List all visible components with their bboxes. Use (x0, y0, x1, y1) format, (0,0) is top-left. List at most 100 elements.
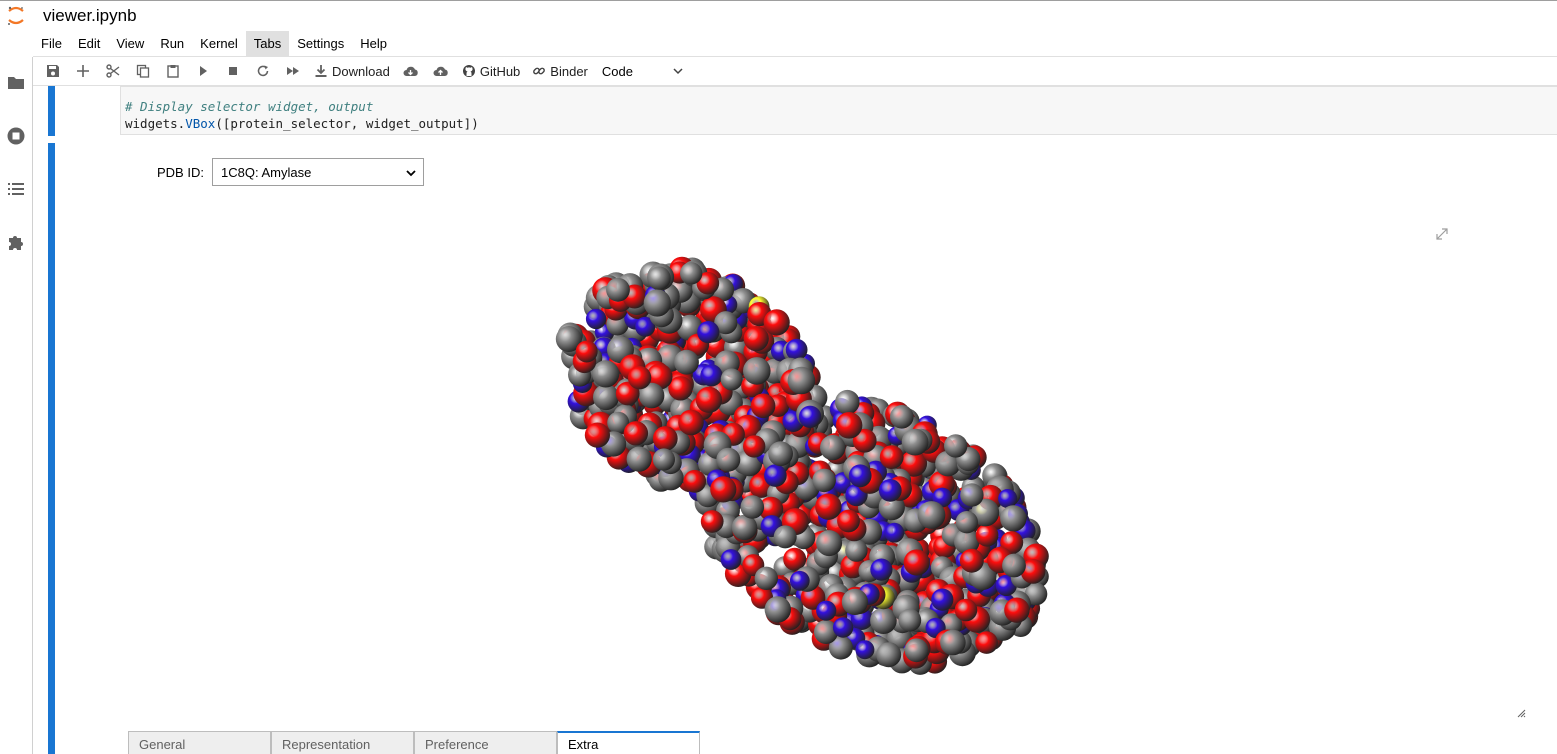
atom-sphere (678, 409, 704, 436)
atom-sphere (585, 308, 607, 330)
cut-button[interactable] (98, 59, 128, 83)
menu-tabs[interactable]: Tabs (245, 30, 290, 57)
cell-collapser-output[interactable] (48, 143, 55, 754)
atom-sphere (848, 464, 872, 488)
cloud-upload-button[interactable] (426, 59, 456, 83)
atom-sphere (954, 528, 980, 555)
menu-settings[interactable]: Settings (297, 35, 345, 51)
atom-sphere (876, 642, 902, 668)
atom-sphere (960, 483, 984, 507)
atom-sphere (898, 608, 922, 632)
atom-sphere (828, 635, 853, 660)
atom-sphere (555, 326, 582, 352)
pdb-id-select[interactable]: 1C8Q: Amylase (212, 158, 424, 186)
save-button[interactable] (38, 59, 68, 83)
code-cell-editor[interactable]: # Display selector widget, output widget… (120, 86, 1557, 135)
cell-collapser-code[interactable] (48, 86, 55, 136)
atom-sphere (940, 629, 966, 656)
atom-sphere (700, 510, 724, 533)
download-label: Download (332, 63, 390, 79)
atom-sphere (998, 489, 1018, 509)
folder-icon[interactable] (6, 73, 26, 93)
atom-sphere (954, 598, 978, 622)
fast-forward-icon (287, 67, 299, 75)
atom-sphere (695, 386, 722, 413)
atom-sphere (879, 445, 904, 469)
github-button[interactable]: GitHub (456, 59, 526, 83)
atom-sphere (750, 393, 776, 419)
download-button[interactable]: Download (308, 59, 396, 83)
atom-sphere (852, 428, 877, 453)
atom-sphere (674, 349, 699, 375)
atom-sphere (855, 640, 875, 660)
tab-preference[interactable]: Preference (414, 731, 557, 754)
atom-sphere (743, 435, 766, 458)
atom-sphere (959, 548, 984, 573)
tab-extra[interactable]: Extra (557, 731, 700, 754)
menu-file[interactable]: File (41, 35, 62, 51)
cell-type-value: Code (601, 63, 633, 79)
running-icon[interactable] (6, 126, 26, 146)
binder-label: Binder (550, 63, 588, 79)
chevron-down-icon (673, 68, 683, 75)
atom-sphere (955, 511, 978, 534)
atom-sphere (975, 631, 998, 654)
atom-sphere (720, 368, 743, 391)
atom-sphere (647, 266, 671, 290)
notebook-toolbar: Download GitHub Binder Code (33, 57, 1557, 86)
tab-general[interactable]: General (128, 731, 271, 754)
binder-button[interactable]: Binder (526, 59, 594, 83)
copy-button[interactable] (128, 59, 158, 83)
extension-icon[interactable] (6, 232, 26, 252)
github-icon (462, 65, 475, 77)
atom-sphere (714, 311, 738, 335)
atom-sphere (592, 360, 620, 388)
atom-sphere (870, 607, 897, 634)
atom-sphere (773, 525, 797, 549)
resize-handle-icon[interactable] (1516, 708, 1526, 718)
refresh-icon (257, 65, 269, 77)
cell-type-dropdown[interactable]: Code (602, 59, 690, 83)
tab-representation[interactable]: Representation (271, 731, 414, 754)
cloud-download-button[interactable] (396, 59, 426, 83)
restart-button[interactable] (248, 59, 278, 83)
menu-kernel[interactable]: Kernel (200, 35, 238, 51)
atom-sphere (593, 384, 619, 411)
atom-sphere (815, 493, 842, 520)
notebook-title[interactable]: viewer.ipynb (43, 6, 137, 25)
run-all-button[interactable] (278, 59, 308, 83)
fullscreen-icon[interactable] (1436, 228, 1448, 240)
toc-icon[interactable] (6, 179, 26, 199)
atom-sphere (652, 448, 675, 471)
menu-run[interactable]: Run (160, 35, 185, 51)
atom-sphere (635, 316, 656, 337)
paste-button[interactable] (158, 59, 188, 83)
atom-sphere (668, 376, 693, 401)
atom-sphere (845, 539, 868, 562)
atom-sphere (835, 389, 860, 415)
cloud-download-icon (403, 66, 419, 76)
insert-cell-button[interactable] (68, 59, 98, 83)
atom-sphere (607, 411, 630, 434)
menu-view[interactable]: View (116, 35, 145, 51)
atom-sphere (743, 357, 771, 385)
atom-sphere (787, 366, 816, 395)
atom-sphere (623, 421, 649, 446)
atom-sphere (812, 468, 836, 493)
atom-sphere (627, 366, 652, 390)
menu-help[interactable]: Help (360, 35, 387, 51)
github-label: GitHub (479, 63, 521, 79)
menu-edit[interactable]: Edit (77, 35, 101, 51)
atom-sphere (606, 277, 630, 302)
atom-sphere (837, 509, 860, 533)
cell-output-area: PDB ID: 1C8Q: Amylase General Representa… (120, 140, 1557, 754)
molecule-viewer[interactable] (520, 200, 1140, 700)
interrupt-button[interactable] (218, 59, 248, 83)
code-line-2: widgets.VBox([protein_selector, widget_o… (125, 115, 1557, 132)
atom-sphere (903, 549, 930, 576)
save-icon (47, 65, 59, 77)
run-button[interactable] (188, 59, 218, 83)
jupyter-logo-icon[interactable] (6, 5, 26, 27)
atom-sphere (700, 364, 723, 387)
atom-sphere (917, 501, 946, 529)
